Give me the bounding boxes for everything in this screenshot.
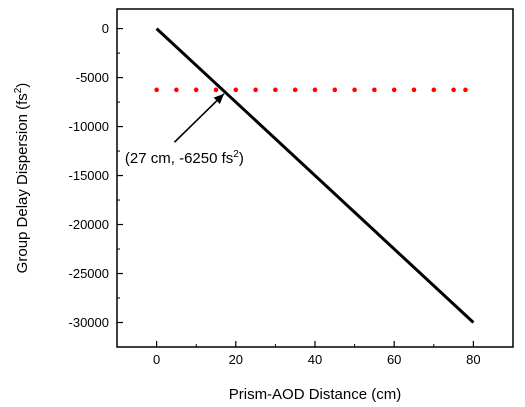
annotation: (27 cm, -6250 fs2) [125, 93, 244, 167]
y-axis-title-end: ) [14, 83, 31, 88]
x-tick-label-3: 60 [387, 352, 401, 367]
annotation-label-end: ) [239, 150, 244, 167]
y-tick-label-0: 0 [102, 21, 109, 36]
x-axis-title: Prism-AOD Distance (cm) [229, 386, 402, 403]
axis-ticks: 0 20 40 60 80 0 -5000 -10000 -15000 -20000 -25000 -… [69, 21, 514, 367]
series-1-point [372, 87, 377, 93]
x-tick-label-0: 0 [153, 352, 160, 367]
series-1-point [213, 87, 219, 93]
y-tick-label-2: -10000 [69, 119, 109, 134]
plot-frame [116, 8, 514, 348]
annotation-label-sup: 2 [233, 149, 239, 160]
y-tick-label-5: -25000 [69, 266, 109, 281]
x-tick-label-2: 40 [308, 352, 322, 367]
series-1-point [391, 87, 397, 93]
series-1-point [154, 87, 159, 93]
y-tick-label-1: -5000 [76, 70, 109, 85]
x-tick-label-4: 80 [466, 352, 480, 367]
annotation-arrow-head [213, 93, 224, 105]
y-axis-title-main: Group Delay Dispersion (fs [14, 93, 31, 273]
series-1-point [332, 87, 338, 93]
series-1-point [174, 87, 179, 93]
series-1-point [273, 87, 278, 93]
series-1-point [292, 87, 298, 93]
series-1-point [253, 87, 258, 93]
series-1-point [411, 87, 417, 93]
series-1-point [312, 87, 318, 93]
series-1-point [233, 87, 239, 93]
annotation-label: (27 cm, -6250 fs2) [125, 149, 244, 167]
series-1-point [431, 87, 437, 93]
series-1-point [352, 87, 357, 93]
x-tick-label-1: 20 [229, 352, 243, 367]
series-0-line [155, 27, 475, 324]
series-layer [154, 27, 475, 324]
annotation-label-main: (27 cm, -6250 fs [125, 150, 233, 167]
y-tick-label-3: -15000 [69, 168, 109, 183]
series-1-point [451, 87, 456, 93]
annotation-arrow-shaft [173, 93, 225, 143]
y-axis-title: Group Delay Dispersion (fs2) [13, 83, 31, 274]
y-tick-label-4: -20000 [69, 217, 109, 232]
series-1-point [463, 87, 468, 93]
y-tick-label-6: -30000 [69, 315, 109, 330]
y-axis-title-sup: 2 [13, 87, 24, 93]
series-1-point [193, 87, 199, 93]
